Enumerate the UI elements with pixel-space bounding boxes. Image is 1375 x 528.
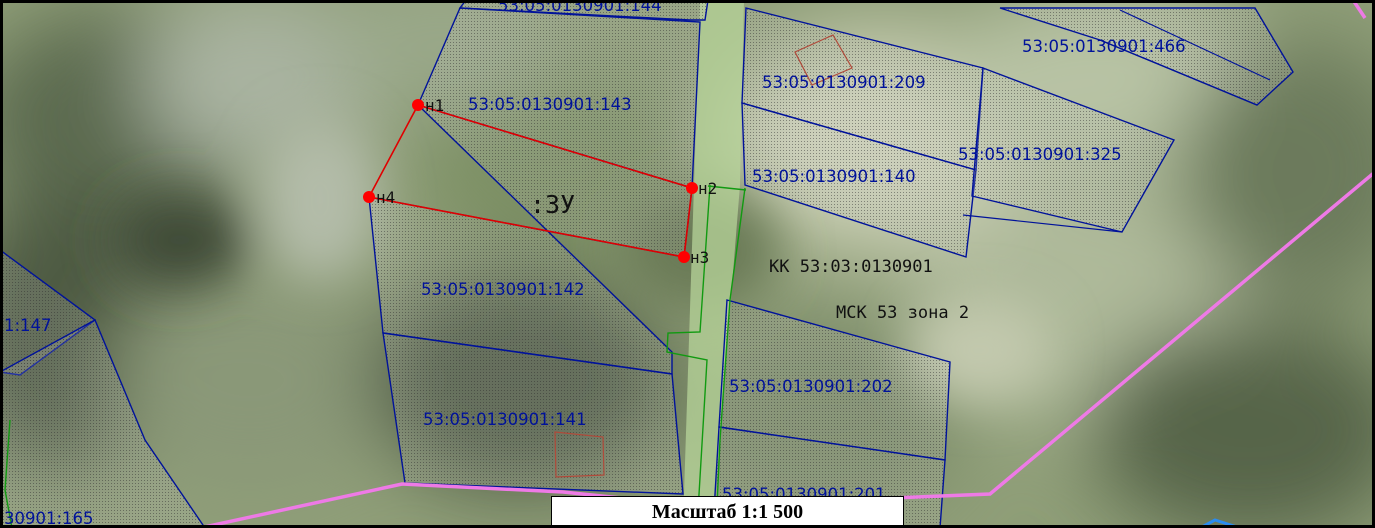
- scale-box: Масштаб 1:1 500: [551, 496, 904, 528]
- parcel-label: 53:05:0130901:144: [498, 0, 662, 15]
- new-parcel-label: :ЗУ: [530, 190, 575, 219]
- coordinate-system-label: МСК 53 зона 2: [836, 303, 969, 323]
- parcel-label: 53:05:0130901:209: [762, 73, 926, 92]
- parcel-466[interactable]: [999, 7, 1294, 106]
- vertex-label-n3: н3: [690, 248, 709, 267]
- parcel-140[interactable]: [741, 102, 977, 258]
- vertex-label-n4: н4: [376, 188, 395, 207]
- parcel-label: 1:147: [4, 316, 52, 335]
- vertex-marker-n3[interactable]: [678, 251, 690, 263]
- buildings: [554, 34, 853, 478]
- vertex-label-n1: н1: [425, 96, 444, 115]
- vertex-label-n2: н2: [698, 179, 717, 198]
- parcel-165[interactable]: [0, 319, 206, 528]
- parcel-144[interactable]: [458, 0, 709, 21]
- parcel-label: 53:05:0130901:202: [729, 377, 893, 396]
- parcel-label: 53:05:0130901:325: [958, 145, 1122, 164]
- vertex-markers: [363, 99, 698, 263]
- parcel-label: 53:05:0130901:140: [752, 167, 916, 186]
- parcels-layer: [0, 0, 1294, 528]
- vertex-marker-n4[interactable]: [363, 191, 375, 203]
- parcel-141[interactable]: [382, 332, 684, 495]
- parcel-label: 30901:165: [4, 509, 94, 528]
- road-boundary: [4, 184, 747, 528]
- vertex-marker-n1[interactable]: [412, 99, 424, 111]
- parcel-label: 53:05:0130901:141: [423, 410, 587, 429]
- cadastral-quarter-label: КК 53:03:0130901: [769, 257, 933, 277]
- parcel-label: 53:05:0130901:466: [1022, 37, 1186, 56]
- scale-label: Масштаб 1:1 500: [651, 501, 804, 523]
- vertex-marker-n2[interactable]: [686, 182, 698, 194]
- parcel-label: 53:05:0130901:143: [468, 95, 632, 114]
- parcel-label: 53:05:0130901:142: [421, 280, 585, 299]
